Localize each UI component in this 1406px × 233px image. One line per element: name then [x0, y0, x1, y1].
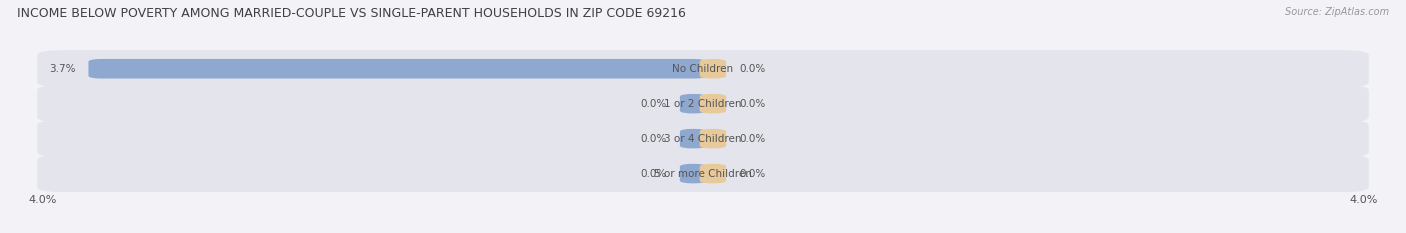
FancyBboxPatch shape: [681, 129, 706, 148]
Text: 5 or more Children: 5 or more Children: [654, 169, 752, 178]
Text: Source: ZipAtlas.com: Source: ZipAtlas.com: [1285, 7, 1389, 17]
Text: 0.0%: 0.0%: [640, 99, 666, 109]
Text: 0.0%: 0.0%: [640, 134, 666, 144]
FancyBboxPatch shape: [37, 85, 1369, 122]
FancyBboxPatch shape: [37, 50, 1369, 87]
FancyBboxPatch shape: [681, 94, 706, 113]
Text: 0.0%: 0.0%: [640, 169, 666, 178]
Text: 0.0%: 0.0%: [740, 99, 766, 109]
FancyBboxPatch shape: [681, 164, 706, 183]
FancyBboxPatch shape: [37, 120, 1369, 157]
Text: INCOME BELOW POVERTY AMONG MARRIED-COUPLE VS SINGLE-PARENT HOUSEHOLDS IN ZIP COD: INCOME BELOW POVERTY AMONG MARRIED-COUPL…: [17, 7, 686, 20]
Text: 0.0%: 0.0%: [740, 169, 766, 178]
Text: 3 or 4 Children: 3 or 4 Children: [664, 134, 742, 144]
Text: 3.7%: 3.7%: [49, 64, 75, 74]
FancyBboxPatch shape: [700, 94, 725, 113]
FancyBboxPatch shape: [700, 129, 725, 148]
FancyBboxPatch shape: [37, 155, 1369, 192]
FancyBboxPatch shape: [89, 59, 706, 79]
FancyBboxPatch shape: [700, 164, 725, 183]
Text: 0.0%: 0.0%: [740, 134, 766, 144]
Text: 0.0%: 0.0%: [740, 64, 766, 74]
Text: No Children: No Children: [672, 64, 734, 74]
Text: 1 or 2 Children: 1 or 2 Children: [664, 99, 742, 109]
FancyBboxPatch shape: [700, 59, 725, 79]
